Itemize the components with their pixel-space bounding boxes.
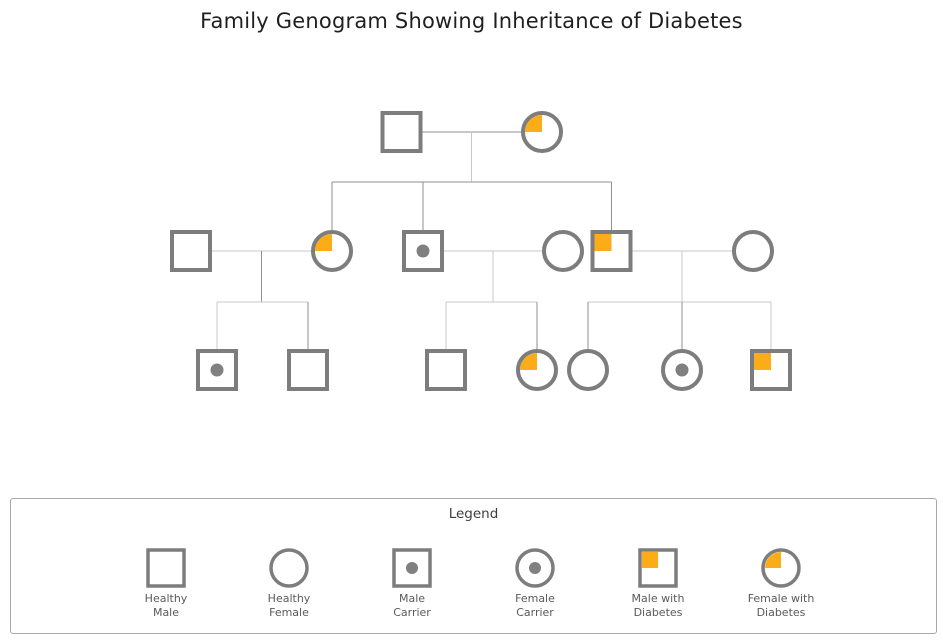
diabetes-quadrant-icon — [520, 353, 537, 370]
legend-item-female-with-diabetes: Female with Diabetes — [720, 545, 843, 619]
female-carrier-symbol-icon — [515, 548, 555, 588]
legend-item-label: Female with Diabetes — [747, 592, 815, 619]
legend-item-male-with-diabetes: Male with Diabetes — [597, 545, 720, 619]
carrier-dot-icon — [416, 244, 430, 258]
legend-item-label: Healthy Male — [144, 592, 188, 619]
male-with-diabetes-symbol-icon — [638, 548, 678, 588]
female-symbol — [542, 230, 584, 272]
legend-item-healthy-male: Healthy Male — [105, 545, 228, 619]
female-symbol — [732, 230, 774, 272]
legend-panel: Legend Healthy Male Healthy Female Male Carri… — [10, 498, 937, 634]
person-node-female-diabetes[interactable] — [516, 349, 558, 391]
genogram-canvas — [170, 111, 792, 391]
male-symbol — [287, 349, 329, 391]
diabetes-quadrant-icon — [315, 234, 332, 251]
person-node-female-carrier[interactable] — [661, 349, 703, 391]
female-symbol — [567, 349, 609, 391]
person-node-female-diabetes[interactable] — [311, 230, 353, 272]
person-node-male-carrier[interactable] — [196, 349, 238, 391]
person-node-male-healthy[interactable] — [170, 230, 212, 272]
female-with-diabetes-symbol-icon — [761, 548, 801, 588]
person-node-male-healthy[interactable] — [380, 111, 423, 153]
legend-item-male-carrier: Male Carrier — [351, 545, 474, 619]
male-symbol — [170, 230, 212, 272]
person-node-male-diabetes[interactable] — [590, 230, 633, 272]
person-node-female-diabetes[interactable] — [521, 111, 563, 153]
legend-item-label: Female Carrier — [515, 592, 555, 619]
page-title: Family Genogram Showing Inheritance of D… — [200, 9, 743, 33]
person-node-male-carrier[interactable] — [402, 230, 444, 272]
diabetes-quadrant-icon — [525, 115, 542, 132]
legend-title: Legend — [448, 506, 499, 522]
legend-item-label: Healthy Female — [267, 592, 311, 619]
person-node-male-diabetes[interactable] — [750, 349, 792, 391]
legend-item-healthy-female: Healthy Female — [228, 545, 351, 619]
person-node-female-healthy[interactable] — [732, 230, 774, 272]
male-symbol — [402, 230, 444, 272]
person-node-male-healthy[interactable] — [287, 349, 329, 391]
healthy-female-symbol-icon — [269, 548, 309, 588]
person-node-female-healthy[interactable] — [542, 230, 584, 272]
healthy-male-symbol-icon — [146, 548, 186, 588]
legend-item-label: Male Carrier — [393, 592, 431, 619]
legend-items: Healthy Male Healthy Female Male Carrier Femal… — [11, 545, 936, 619]
male-symbol — [380, 111, 423, 153]
legend-item-female-carrier: Female Carrier — [474, 545, 597, 619]
person-node-female-healthy[interactable] — [567, 349, 609, 391]
male-symbol — [425, 349, 467, 391]
male-carrier-symbol-icon — [392, 548, 432, 588]
legend-item-label: Male with Diabetes — [631, 592, 685, 619]
carrier-dot-icon — [675, 363, 689, 377]
carrier-dot-icon — [210, 363, 224, 377]
diabetes-quadrant-icon — [754, 353, 771, 370]
person-node-male-healthy[interactable] — [425, 349, 467, 391]
diabetes-quadrant-icon — [594, 234, 612, 251]
